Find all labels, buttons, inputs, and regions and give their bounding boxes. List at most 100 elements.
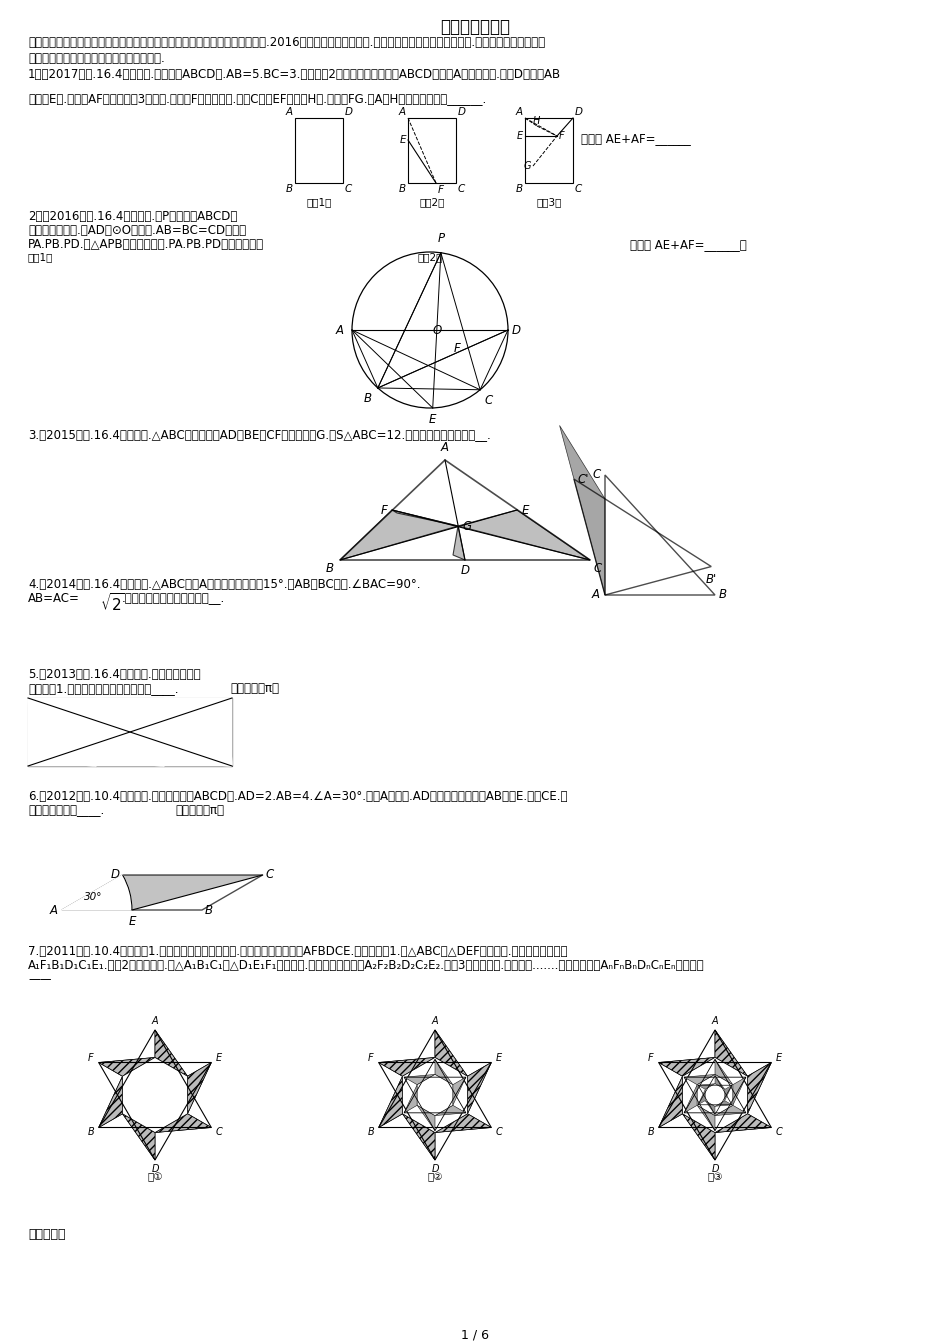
Text: AB=AC=: AB=AC=: [28, 591, 80, 605]
Wedge shape: [96, 698, 164, 766]
Text: F: F: [88, 1052, 94, 1063]
Text: D: D: [461, 564, 469, 577]
Text: F: F: [559, 130, 564, 141]
Text: B: B: [516, 184, 523, 194]
Bar: [164, 698, 232, 766]
Wedge shape: [28, 698, 96, 766]
Text: C: C: [594, 562, 602, 575]
Text: C: C: [593, 469, 601, 481]
Text: 1．（2017广东.16.4分）如图.矩形纸片ABCD中.AB=5.BC=3.先按图（2）操作：将矩形纸片ABCD沿过点A的直线折叠.使点D落在边AB: 1．（2017广东.16.4分）如图.矩形纸片ABCD中.AB=5.BC=3.先…: [28, 69, 561, 81]
Text: 四边形顶点重合.若AD是⊙O的直径.AB=BC=CD．连接: 四边形顶点重合.若AD是⊙O的直径.AB=BC=CD．连接: [28, 224, 246, 237]
Polygon shape: [467, 1063, 491, 1114]
Text: C: C: [484, 394, 492, 407]
Polygon shape: [684, 1085, 697, 1113]
Polygon shape: [715, 1114, 771, 1133]
Polygon shape: [187, 1063, 211, 1114]
Polygon shape: [403, 1114, 435, 1160]
Text: C: C: [266, 868, 274, 882]
Text: ——: ——: [28, 973, 51, 986]
Text: 5.（2013广东.16.4分）如图.三个小正方形的: 5.（2013广东.16.4分）如图.三个小正方形的: [28, 668, 200, 681]
Text: 3.（2015广东.16.4分）如图.△ABC三边的中线AD、BE、CF的大众点为G.若S△ABC=12.则图中阴影部分面积是__.: 3.（2015广东.16.4分）如图.△ABC三边的中线AD、BE、CF的大众点…: [28, 427, 491, 441]
Text: C: C: [496, 1128, 503, 1137]
Polygon shape: [155, 1030, 187, 1077]
Polygon shape: [715, 1059, 732, 1085]
Polygon shape: [698, 1083, 715, 1090]
Text: 图①: 图①: [147, 1172, 162, 1181]
Polygon shape: [732, 1077, 746, 1105]
Text: C: C: [216, 1128, 222, 1137]
Text: D: D: [431, 1164, 439, 1175]
Text: B: B: [399, 184, 406, 194]
Text: 填空题难题突破: 填空题难题突破: [440, 17, 510, 36]
Polygon shape: [379, 1077, 403, 1128]
Polygon shape: [453, 1077, 466, 1105]
Wedge shape: [28, 698, 96, 766]
Text: B: B: [87, 1128, 94, 1137]
Polygon shape: [453, 526, 465, 560]
Text: G: G: [462, 520, 471, 532]
Text: D: D: [151, 1164, 159, 1175]
Wedge shape: [164, 698, 232, 766]
Polygon shape: [435, 1030, 467, 1077]
Polygon shape: [155, 1030, 187, 1077]
Text: 三角形、四边形为背景）也是需要适当练习.: 三角形、四边形为背景）也是需要适当练习.: [28, 52, 164, 65]
Polygon shape: [403, 1114, 435, 1160]
Polygon shape: [417, 1074, 453, 1116]
Text: F: F: [380, 504, 387, 516]
Polygon shape: [705, 1101, 715, 1114]
Polygon shape: [682, 1114, 715, 1160]
Text: P: P: [437, 231, 445, 245]
Text: E: E: [400, 134, 406, 145]
Text: D: D: [512, 324, 521, 336]
Text: 边长都为1.则图中阴影部分面积的和是____.: 边长都为1.则图中阴影部分面积的和是____.: [28, 681, 179, 695]
Polygon shape: [379, 1058, 435, 1077]
Text: G: G: [523, 161, 531, 171]
Wedge shape: [96, 698, 164, 766]
Bar: [295, 118, 343, 183]
Text: B: B: [364, 392, 371, 405]
Polygon shape: [560, 426, 605, 595]
Text: 图（2）: 图（2）: [419, 198, 445, 207]
Text: .则图中阴影部分的面积等于__.: .则图中阴影部分的面积等于__.: [122, 591, 225, 605]
Polygon shape: [748, 1063, 771, 1114]
Polygon shape: [715, 1030, 748, 1077]
Text: A: A: [399, 108, 406, 117]
Text: B: B: [205, 903, 213, 917]
Text: B: B: [368, 1128, 374, 1137]
Polygon shape: [155, 1114, 211, 1133]
Text: 30°: 30°: [84, 892, 103, 902]
Text: E: E: [496, 1052, 503, 1063]
Text: B': B': [706, 573, 717, 586]
Polygon shape: [725, 1085, 732, 1101]
Polygon shape: [392, 509, 458, 526]
Text: E: E: [517, 130, 523, 141]
Text: B: B: [286, 184, 293, 194]
Polygon shape: [379, 1077, 403, 1128]
Text: A: A: [286, 108, 293, 117]
Text: F: F: [438, 185, 444, 195]
Text: F: F: [454, 341, 461, 355]
Polygon shape: [404, 1074, 435, 1085]
Text: A₁F₁B₁D₁C₁E₁.如图2中阴影部分.取△A₁B₁C₁和△D₁E₁F₁各边中点.连接成正六角星形A₂F₂B₂D₂C₂E₂.如图3中阴影部分.如此下去...: A₁F₁B₁D₁C₁E₁.如图2中阴影部分.取△A₁B₁C₁和△D₁E₁F₁各边…: [28, 960, 705, 972]
Bar: [96, 698, 164, 766]
Polygon shape: [682, 1058, 748, 1133]
Text: D: D: [712, 1164, 719, 1175]
Text: H: H: [532, 116, 540, 126]
Bar: [408, 118, 456, 183]
Text: D: D: [345, 108, 353, 117]
Text: 7.（2011广东.10.4分）如图1.将一个正六边形各边延长.构成一个正六角星形AFBDCE.它的面积为1.取△ABC和△DEF各边中点.连接成正六角星形: 7.（2011广东.10.4分）如图1.将一个正六边形各边延长.构成一个正六角星…: [28, 945, 567, 958]
Polygon shape: [435, 1114, 491, 1133]
Polygon shape: [458, 509, 590, 560]
Polygon shape: [715, 1101, 732, 1106]
Polygon shape: [404, 1085, 417, 1113]
Text: C: C: [458, 184, 466, 194]
Text: A: A: [431, 1016, 438, 1025]
Polygon shape: [435, 1105, 466, 1116]
Text: 图③: 图③: [707, 1172, 723, 1181]
Text: 图②: 图②: [428, 1172, 443, 1181]
Bar: [28, 698, 96, 766]
Text: E: E: [216, 1052, 222, 1063]
Text: 图（3）: 图（3）: [537, 198, 561, 207]
Text: A: A: [50, 903, 58, 917]
Polygon shape: [123, 1114, 155, 1160]
